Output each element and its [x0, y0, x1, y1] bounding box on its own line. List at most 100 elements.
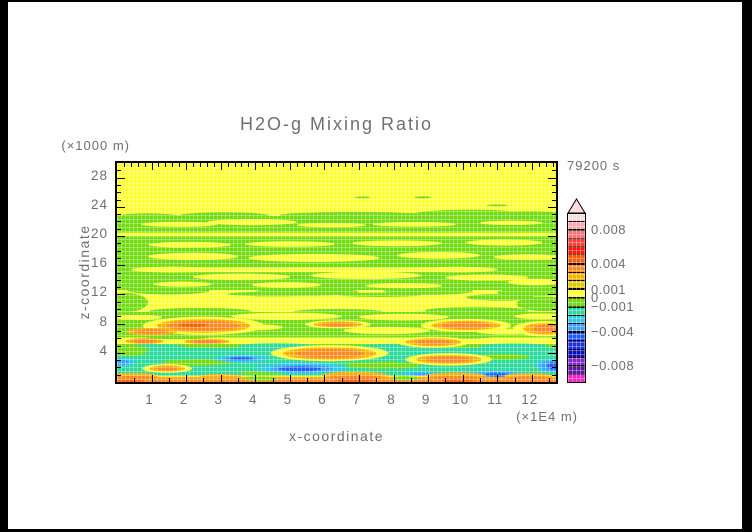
axis-tick	[117, 170, 121, 172]
axis-tick	[462, 163, 464, 170]
contour-region-yellow	[352, 240, 442, 247]
axis-tick	[255, 163, 257, 170]
contour-region-yellow	[445, 274, 529, 281]
contour-region-redor	[178, 323, 208, 327]
contour-region-yellow	[193, 273, 290, 281]
axis-tick	[234, 163, 236, 167]
plot-title: H2O-g Mixing Ratio	[239, 114, 434, 134]
colorbar	[567, 213, 586, 383]
x-axis-unit-label: (×1E4 m)	[516, 409, 578, 424]
axis-tick	[365, 163, 367, 167]
contour-region-orange	[156, 366, 178, 371]
axis-tick	[552, 228, 556, 230]
axis-tick	[511, 163, 513, 167]
contour-region-yellow	[117, 232, 556, 237]
contour-region-green	[383, 287, 474, 295]
axis-tick	[186, 375, 188, 382]
contour-region-green	[179, 212, 270, 219]
axis-tick	[117, 338, 121, 340]
axis-tick	[552, 279, 556, 281]
axis-tick	[552, 170, 556, 172]
axis-tick	[552, 214, 556, 216]
axis-tick	[117, 323, 125, 325]
axis-tick	[469, 163, 471, 167]
axis-tick	[248, 163, 250, 167]
contour-region-green	[483, 211, 556, 219]
contour-region-green	[414, 196, 432, 199]
contour-region-yellow	[466, 239, 543, 246]
axis-tick	[462, 375, 464, 382]
colorbar-segment	[568, 356, 585, 365]
x-tick-label: 9	[421, 392, 431, 407]
axis-tick	[220, 163, 222, 170]
axis-tick	[227, 163, 229, 167]
axis-tick	[552, 367, 556, 369]
axis-tick	[213, 163, 215, 167]
colorbar-segment	[568, 364, 585, 374]
axis-tick	[358, 163, 360, 170]
contour-region-yellow	[148, 252, 238, 261]
x-tick-label: 1	[145, 392, 154, 407]
axis-tick	[386, 163, 388, 167]
axis-tick	[117, 192, 121, 194]
contour-region-green	[466, 294, 536, 301]
axis-tick	[158, 163, 160, 167]
contour-region-yellow	[172, 267, 456, 273]
colorbar-segment	[568, 254, 585, 263]
contour-region-green	[338, 292, 422, 297]
axis-tick	[117, 301, 121, 303]
axis-tick	[117, 228, 121, 230]
contour-region-green	[486, 204, 508, 207]
axis-tick	[552, 309, 556, 310]
colorbar-arrow	[567, 198, 586, 214]
axis-tick	[331, 163, 333, 167]
axis-tick	[117, 221, 121, 223]
axis-tick	[117, 257, 121, 259]
contour-region-green	[279, 211, 432, 219]
contour-region-yellow	[148, 241, 232, 248]
axis-tick	[117, 199, 121, 201]
axis-tick	[179, 163, 181, 167]
contour-region-green	[243, 376, 278, 381]
colorbar-tick-label: 0.008	[591, 222, 627, 237]
axis-tick	[117, 177, 125, 179]
contour-region-yellow	[396, 252, 480, 259]
contour-region-yellow	[421, 266, 498, 273]
axis-tick	[117, 184, 121, 186]
axis-tick	[220, 375, 222, 382]
contour-region-orange	[507, 376, 550, 381]
x-tick-label: 2	[179, 392, 189, 407]
axis-tick	[455, 163, 457, 167]
axis-tick	[552, 184, 556, 186]
x-tick-label: 4	[249, 392, 258, 407]
colorbar-segment	[568, 221, 585, 230]
colorbar-segment	[568, 214, 585, 222]
axis-tick	[379, 163, 381, 167]
axis-tick	[552, 360, 556, 362]
contour-region-green	[424, 306, 529, 315]
x-tick-label: 6	[318, 392, 327, 407]
contour-region-redor	[334, 378, 377, 382]
axis-tick	[117, 272, 121, 274]
axis-tick	[376, 378, 378, 382]
colorbar-segment	[568, 229, 585, 239]
axis-tick	[476, 163, 478, 167]
colorbar-segment	[568, 271, 585, 280]
axis-tick	[372, 163, 374, 167]
axis-tick	[552, 163, 554, 167]
axis-tick	[317, 163, 319, 167]
axis-tick	[548, 265, 556, 267]
axis-tick	[130, 163, 132, 167]
axis-tick	[393, 163, 395, 170]
axis-tick	[117, 265, 125, 267]
contour-region-yellow	[514, 313, 556, 320]
axis-tick	[552, 287, 556, 289]
axis-tick	[117, 250, 121, 252]
axis-tick	[276, 163, 277, 167]
axis-tick	[407, 163, 409, 167]
contour-region-redor	[117, 379, 145, 382]
contour-region-yellow	[244, 241, 335, 247]
axis-tick	[448, 163, 450, 167]
axis-tick	[262, 163, 264, 167]
